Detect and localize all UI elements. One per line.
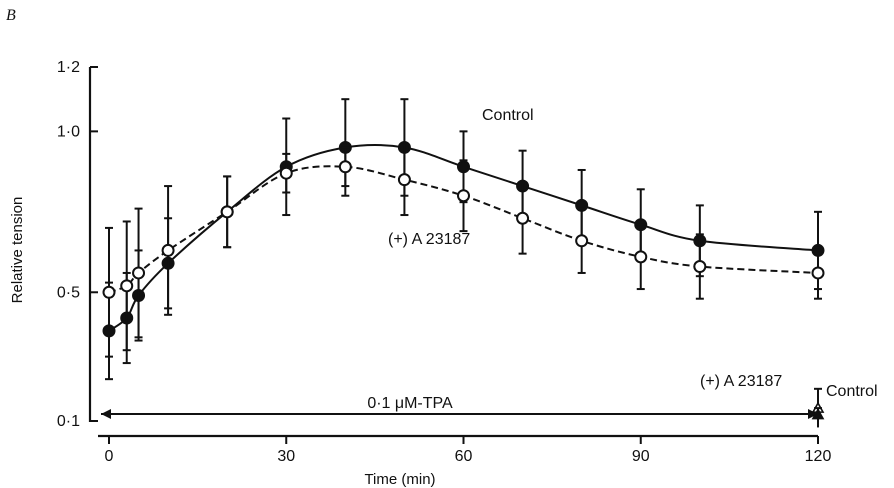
tpa-label: 0·1 μM-TPA <box>367 395 453 412</box>
control-series-label: Control <box>482 107 534 124</box>
data-point <box>811 266 825 280</box>
x-axis-title: Time (min) <box>364 471 435 488</box>
data-point <box>397 173 411 187</box>
y-ticks: 0·1 0·5 1·0 1·2 <box>57 59 98 430</box>
a23187-series <box>102 143 825 358</box>
y-tick-label: 0·5 <box>57 284 80 301</box>
data-point <box>132 266 146 280</box>
x-tick-label: 120 <box>805 448 832 465</box>
endpoint-marker <box>811 407 825 420</box>
y-axis-title: Relative tension <box>9 197 26 304</box>
tpa-arrow-left <box>101 409 111 419</box>
tpa-arrow-right <box>808 409 818 419</box>
data-point <box>120 279 134 293</box>
a23187-endpoint-label: (+) A 23187 <box>700 373 782 390</box>
data-point <box>457 189 470 203</box>
x-ticks: 0 30 60 90 120 <box>105 436 832 465</box>
panel-label: B <box>6 7 16 24</box>
data-point <box>516 211 530 225</box>
y-tick-label: 0·1 <box>57 413 80 430</box>
data-point <box>161 243 175 257</box>
tpa-duration-bar <box>101 409 818 419</box>
data-point <box>634 250 648 264</box>
control-endpoint-label: Control <box>826 383 878 400</box>
series-layer <box>102 98 825 381</box>
data-point <box>338 160 352 174</box>
data-point <box>575 234 589 248</box>
data-point <box>693 260 707 274</box>
data-point <box>102 285 116 299</box>
a23187-series-label: (+) A 23187 <box>388 231 470 248</box>
data-point <box>279 166 293 180</box>
x-tick-label: 90 <box>632 448 650 465</box>
x-tick-label: 0 <box>105 448 114 465</box>
y-tick-label: 1·0 <box>57 123 80 140</box>
x-tick-label: 60 <box>455 448 473 465</box>
endpoint-layer <box>811 387 825 428</box>
y-tick-label: 1·2 <box>57 59 80 76</box>
x-tick-label: 30 <box>277 448 295 465</box>
data-point <box>220 205 234 219</box>
